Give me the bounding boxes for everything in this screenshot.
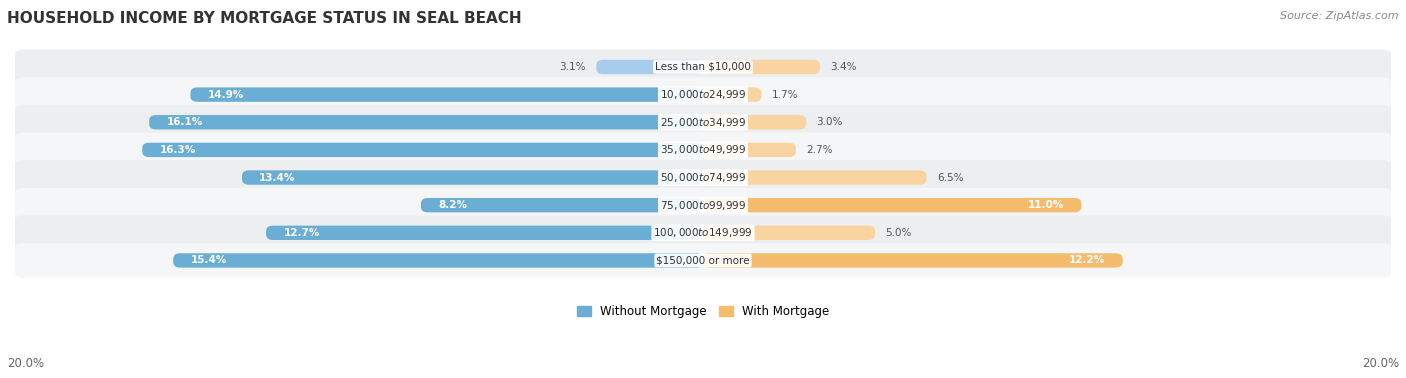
- FancyBboxPatch shape: [703, 115, 806, 129]
- Text: 15.4%: 15.4%: [190, 256, 226, 265]
- Text: $75,000 to $99,999: $75,000 to $99,999: [659, 199, 747, 212]
- FancyBboxPatch shape: [242, 170, 703, 185]
- Text: $50,000 to $74,999: $50,000 to $74,999: [659, 171, 747, 184]
- FancyBboxPatch shape: [703, 170, 927, 185]
- Text: 16.3%: 16.3%: [159, 145, 195, 155]
- FancyBboxPatch shape: [142, 143, 703, 157]
- FancyBboxPatch shape: [149, 115, 703, 129]
- FancyBboxPatch shape: [703, 198, 1081, 212]
- Text: 12.2%: 12.2%: [1069, 256, 1105, 265]
- Text: $25,000 to $34,999: $25,000 to $34,999: [659, 116, 747, 129]
- FancyBboxPatch shape: [420, 198, 703, 212]
- FancyBboxPatch shape: [703, 253, 1122, 268]
- Text: 20.0%: 20.0%: [7, 358, 44, 370]
- Text: 12.7%: 12.7%: [284, 228, 319, 238]
- FancyBboxPatch shape: [13, 132, 1393, 167]
- FancyBboxPatch shape: [13, 105, 1393, 139]
- Text: 20.0%: 20.0%: [1362, 358, 1399, 370]
- Text: 3.0%: 3.0%: [817, 117, 842, 127]
- Text: 14.9%: 14.9%: [208, 90, 243, 100]
- Text: $100,000 to $149,999: $100,000 to $149,999: [654, 226, 752, 239]
- FancyBboxPatch shape: [703, 226, 875, 240]
- FancyBboxPatch shape: [13, 50, 1393, 84]
- Legend: Without Mortgage, With Mortgage: Without Mortgage, With Mortgage: [572, 301, 834, 323]
- FancyBboxPatch shape: [13, 243, 1393, 278]
- FancyBboxPatch shape: [596, 60, 703, 74]
- Text: 6.5%: 6.5%: [936, 172, 963, 183]
- FancyBboxPatch shape: [173, 253, 703, 268]
- Text: Less than $10,000: Less than $10,000: [655, 62, 751, 72]
- Text: 5.0%: 5.0%: [886, 228, 911, 238]
- Text: Source: ZipAtlas.com: Source: ZipAtlas.com: [1281, 11, 1399, 21]
- Text: $150,000 or more: $150,000 or more: [657, 256, 749, 265]
- FancyBboxPatch shape: [703, 60, 820, 74]
- FancyBboxPatch shape: [13, 160, 1393, 195]
- Text: 1.7%: 1.7%: [772, 90, 799, 100]
- Text: $10,000 to $24,999: $10,000 to $24,999: [659, 88, 747, 101]
- FancyBboxPatch shape: [13, 215, 1393, 250]
- FancyBboxPatch shape: [13, 77, 1393, 112]
- Text: 2.7%: 2.7%: [806, 145, 832, 155]
- FancyBboxPatch shape: [703, 87, 762, 102]
- Text: 13.4%: 13.4%: [259, 172, 295, 183]
- Text: $35,000 to $49,999: $35,000 to $49,999: [659, 143, 747, 156]
- FancyBboxPatch shape: [703, 143, 796, 157]
- FancyBboxPatch shape: [266, 226, 703, 240]
- FancyBboxPatch shape: [13, 188, 1393, 223]
- Text: 16.1%: 16.1%: [166, 117, 202, 127]
- FancyBboxPatch shape: [190, 87, 703, 102]
- Text: HOUSEHOLD INCOME BY MORTGAGE STATUS IN SEAL BEACH: HOUSEHOLD INCOME BY MORTGAGE STATUS IN S…: [7, 11, 522, 26]
- Text: 3.4%: 3.4%: [831, 62, 856, 72]
- Text: 11.0%: 11.0%: [1028, 200, 1064, 210]
- Text: 3.1%: 3.1%: [560, 62, 586, 72]
- Text: 8.2%: 8.2%: [439, 200, 467, 210]
